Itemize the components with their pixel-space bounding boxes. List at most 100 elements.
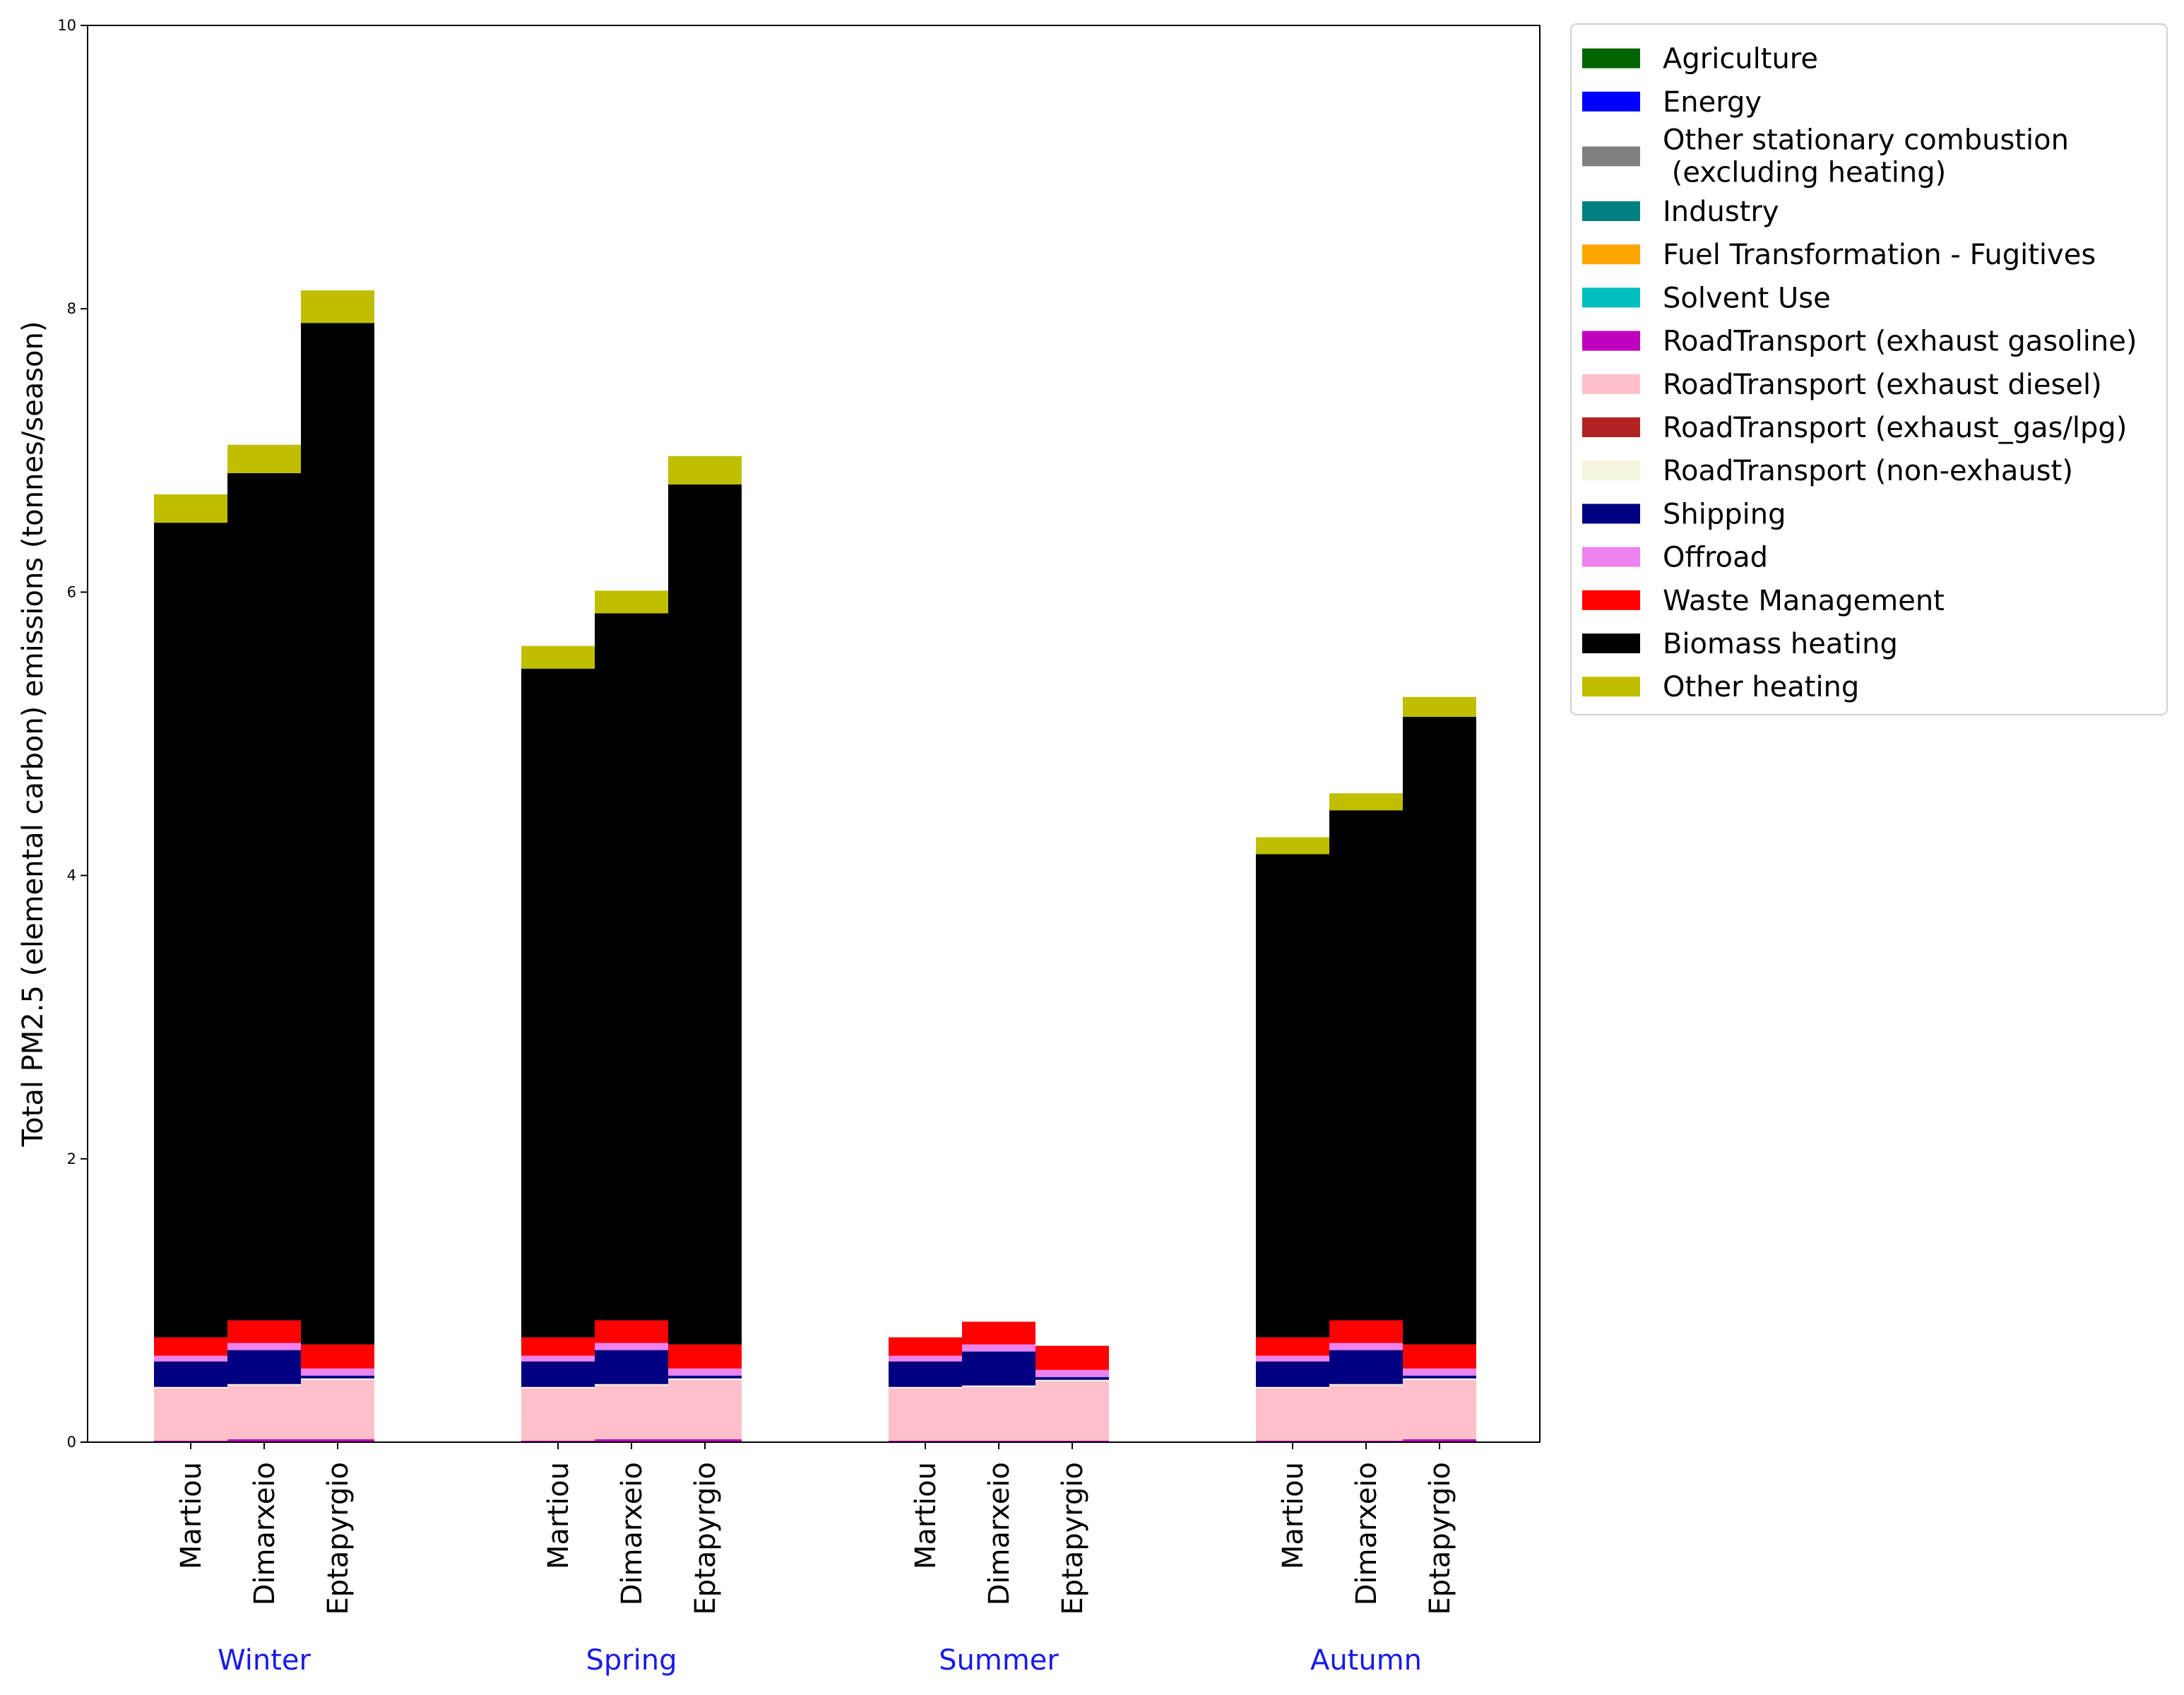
bar-segment — [1329, 1320, 1403, 1343]
legend-swatch — [1582, 287, 1640, 308]
bar-segment — [1403, 1439, 1476, 1442]
bar-segment — [154, 1337, 227, 1356]
season-label: Spring — [586, 1644, 677, 1677]
x-tick-label: Eptapyrgio — [689, 1462, 722, 1615]
bar-segment — [962, 1385, 1035, 1387]
bar-segment — [301, 1368, 374, 1376]
bar-segment — [1035, 1369, 1109, 1377]
bar-segment — [1403, 1379, 1476, 1439]
bar-segment — [301, 1344, 374, 1369]
season-label: Winter — [218, 1644, 311, 1677]
x-tick-label: Martiou — [175, 1462, 208, 1569]
bar-segment — [595, 1384, 668, 1386]
bar-segment — [1256, 1361, 1329, 1387]
y-tick-label: 10 — [57, 17, 76, 34]
x-tick-label: Dimarxeio — [616, 1462, 648, 1605]
legend-label: RoadTransport (exhaust gasoline) — [1663, 326, 2137, 358]
bar-segment — [595, 1320, 668, 1343]
legend-swatch — [1582, 48, 1640, 69]
bar-segment — [521, 668, 595, 1338]
legend-swatch — [1582, 634, 1640, 653]
legend-label: Waste Management — [1663, 585, 1945, 617]
legend-label: Shipping — [1663, 498, 1786, 530]
legend-label: Fuel Transformation - Fugitives — [1663, 239, 2096, 271]
bar-segment — [154, 523, 227, 1338]
bar-segment — [1403, 716, 1476, 1345]
bar-segment — [1035, 1381, 1109, 1441]
x-tick-label: Martiou — [542, 1462, 575, 1569]
bar-segment — [1403, 1375, 1476, 1379]
bar-segment — [521, 1355, 595, 1362]
bar-segment — [1403, 696, 1476, 717]
legend-swatch — [1582, 146, 1640, 167]
legend-label: Industry — [1663, 196, 1779, 228]
x-axis: Martiou Dimarxeio Eptapyrgio Winter Martiou D… — [175, 1442, 1456, 1677]
y-tick-label: 2 — [67, 1150, 76, 1167]
bar-segment — [1329, 1384, 1403, 1386]
bar-segment — [301, 1439, 374, 1442]
legend-label: RoadTransport (exhaust_gas/lpg) — [1663, 412, 2127, 444]
plot-frame — [87, 25, 1541, 1443]
bar-segment — [227, 1343, 301, 1350]
legend-swatch — [1582, 374, 1640, 394]
bar-segment — [1329, 1343, 1403, 1350]
x-tick-label: Dimarxeio — [1351, 1462, 1383, 1605]
legend-label: RoadTransport (non-exhaust) — [1663, 455, 2073, 487]
legend-swatch — [1582, 331, 1640, 351]
bar-segment — [889, 1440, 962, 1442]
bar-segment — [227, 1439, 301, 1442]
bar-segment — [1256, 1388, 1329, 1441]
bar-segment — [301, 323, 374, 1345]
bar-segment — [1035, 1376, 1109, 1380]
x-tick-label: Eptapyrgio — [1424, 1462, 1456, 1615]
bar-segment — [1329, 1350, 1403, 1384]
legend-label: Other heating — [1663, 671, 1859, 703]
x-tick-label: Martiou — [1277, 1462, 1310, 1569]
legend-label: Solvent Use — [1663, 282, 1831, 314]
bar-segment — [668, 1368, 742, 1376]
x-tick-label: Dimarxeio — [249, 1462, 281, 1605]
x-tick-label: Dimarxeio — [983, 1462, 1016, 1605]
bar-segment — [668, 1439, 742, 1442]
bar-segment — [595, 1343, 668, 1350]
bar-segment — [521, 1337, 595, 1356]
bar-segment — [1256, 1440, 1329, 1442]
bar-segment — [1329, 1385, 1403, 1441]
bar-segment — [1329, 1440, 1403, 1442]
season-label: Summer — [939, 1644, 1059, 1677]
bar-segment — [1329, 810, 1403, 1321]
bar-segment — [668, 456, 742, 484]
bar-segment — [668, 1378, 742, 1380]
bar-segment — [595, 590, 668, 614]
bar-segment — [668, 1379, 742, 1439]
bar-segment — [227, 1384, 301, 1386]
bar-segment — [668, 1375, 742, 1379]
bar-segment — [595, 1439, 668, 1442]
bar-segment — [521, 646, 595, 669]
y-tick-label: 0 — [67, 1434, 76, 1451]
bar-segment — [668, 484, 742, 1345]
bar-segment — [227, 1385, 301, 1439]
bar-segment — [227, 472, 301, 1321]
bar-segment — [1256, 1386, 1329, 1388]
bar-segment — [227, 444, 301, 473]
bar-segment — [154, 1440, 227, 1442]
legend-swatch — [1582, 547, 1640, 567]
bar-segment — [227, 1350, 301, 1384]
bar-segment — [154, 1386, 227, 1388]
legend-swatch — [1582, 590, 1640, 610]
bar-segment — [521, 1386, 595, 1388]
bar-segment — [1256, 837, 1329, 855]
bar-segment — [595, 1350, 668, 1384]
bar-segment — [154, 494, 227, 523]
legend-swatch — [1582, 244, 1640, 265]
bar-segment — [962, 1351, 1035, 1386]
legend-swatch — [1582, 91, 1640, 112]
bar-segment — [154, 1388, 227, 1441]
bar-segment — [227, 1320, 301, 1343]
bar-segment — [962, 1386, 1035, 1441]
bar-segment — [889, 1361, 962, 1387]
bar-segment — [301, 1379, 374, 1439]
bar-segment — [1403, 1378, 1476, 1380]
